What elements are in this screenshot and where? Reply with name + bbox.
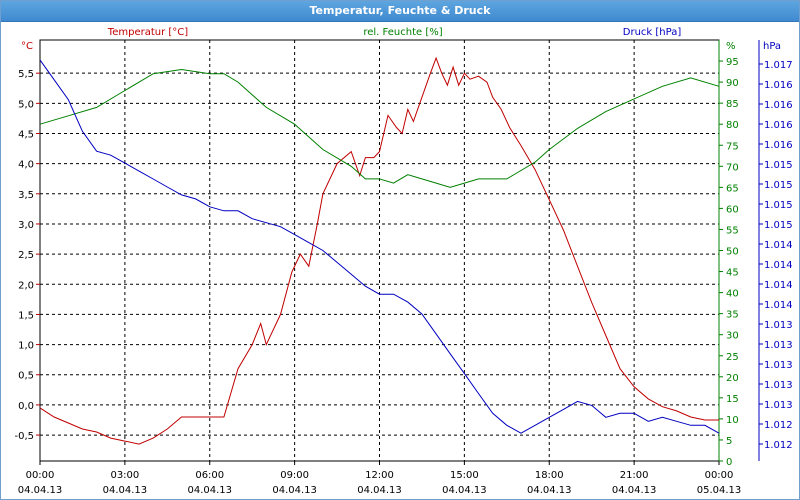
x-tick-label-date: 04.04.13 [612,485,657,496]
y-tick-label-percent: 15 [726,394,739,405]
y-tick-label-percent: 25 [726,352,739,363]
y-tick-label-hpa: 1.015 [764,180,793,191]
y-tick-label-percent: 45 [726,268,739,279]
unit-label-hpa: hPa [763,41,781,52]
x-tick-label-time: 03:00 [110,470,139,481]
y-tick-label-hpa: 1.013 [764,340,793,351]
y-tick-label-percent: 20 [726,373,739,384]
y-tick-label-celsius: 3,0 [18,220,34,231]
y-tick-label-hpa: 1.017 [764,60,793,71]
y-tick-label-hpa: 1.016 [764,100,793,111]
unit-label-percent: % [726,41,736,52]
x-tick-label-date: 04.04.13 [103,485,148,496]
y-tick-label-hpa: 1.016 [764,120,793,131]
y-tick-label-hpa: 1.014 [764,260,793,271]
y-tick-label-hpa: 1.014 [764,280,793,291]
y-tick-label-celsius: 3,5 [18,190,34,201]
legend-humidity: rel. Feuchte [%] [363,27,442,38]
y-tick-label-percent: 60 [726,204,739,215]
y-tick-label-percent: 95 [726,57,739,68]
y-tick-label-percent: 35 [726,310,739,321]
series-line-temperature [39,56,719,445]
y-tick-label-celsius: 1,0 [18,341,34,352]
legend-pressure: Druck [hPa] [623,27,682,38]
y-tick-label-celsius: -0,5 [14,431,34,442]
y-tick-label-celsius: 0,0 [18,401,34,412]
y-tick-label-celsius: 4,0 [18,160,34,171]
y-tick-label-hpa: 1.013 [764,380,793,391]
y-tick-label-percent: 50 [726,247,739,258]
grid-lines [40,40,719,461]
legend-temperature: Temperatur [°C] [107,27,188,38]
y-tick-label-celsius: 0,5 [18,371,34,382]
y-tick-label-percent: 70 [726,162,739,173]
y-tick-label-hpa: 1.014 [764,300,793,311]
y-tick-label-percent: 65 [726,183,739,194]
y-tick-label-percent: 75 [726,141,739,152]
y-tick-label-hpa: 1.015 [764,220,793,231]
y-tick-label-hpa: 1.015 [764,200,793,211]
series-line-pressure [39,59,720,434]
x-tick-label-date: 04.04.13 [527,485,572,496]
y-tick-label-percent: 40 [726,289,739,300]
x-tick-label-time: 09:00 [280,470,309,481]
y-tick-label-percent: 30 [726,331,739,342]
y-tick-label-hpa: 1.016 [764,140,793,151]
y-tick-label-percent: 85 [726,99,739,110]
y-tick-label-hpa: 1.013 [764,320,793,331]
unit-label-celsius: °C [21,41,33,52]
y-tick-label-hpa: 1.015 [764,160,793,171]
x-tick-label-time: 06:00 [195,470,224,481]
x-tick-label-time: 21:00 [620,470,649,481]
x-tick-label-date: 04.04.13 [442,485,487,496]
x-tick-label-date: 04.04.13 [272,485,317,496]
window-title: Temperatur, Feuchte & Druck [309,4,491,17]
x-tick-label-time: 00:00 [705,470,734,481]
y-tick-label-percent: 90 [726,78,739,89]
x-tick-label-time: 12:00 [365,470,394,481]
x-tick-label-time: 15:00 [450,470,479,481]
x-tick-label-time: 00:00 [26,470,55,481]
y-tick-label-percent: 55 [726,225,739,236]
y-tick-label-percent: 5 [726,436,732,447]
y-tick-label-hpa: 1.012 [764,440,793,451]
y-tick-label-hpa: 1.016 [764,80,793,91]
y-tick-label-percent: 0 [726,457,732,468]
x-tick-label-date: 04.04.13 [187,485,232,496]
x-tick-label-date: 04.04.13 [18,485,63,496]
y-tick-label-celsius: 2,5 [18,250,34,261]
y-tick-label-percent: 10 [726,415,739,426]
y-tick-label-celsius: 5,0 [18,99,34,110]
y-tick-label-percent: 80 [726,120,739,131]
y-tick-label-celsius: 2,0 [18,280,34,291]
title-bar: Temperatur, Feuchte & Druck [1,1,799,22]
y-tick-label-celsius: 4,5 [18,129,34,140]
y-tick-label-celsius: 5,5 [18,69,34,80]
y-tick-label-hpa: 1.013 [764,400,793,411]
y-tick-label-hpa: 1.014 [764,240,793,251]
y-tick-label-celsius: 1,5 [18,310,34,321]
x-tick-label-date: 05.04.13 [697,485,742,496]
x-tick-label-time: 18:00 [535,470,564,481]
y-tick-label-hpa: 1.013 [764,360,793,371]
x-tick-label-date: 04.04.13 [357,485,402,496]
series-line-humidity [39,68,720,188]
y-tick-label-hpa: 1.012 [764,420,793,431]
